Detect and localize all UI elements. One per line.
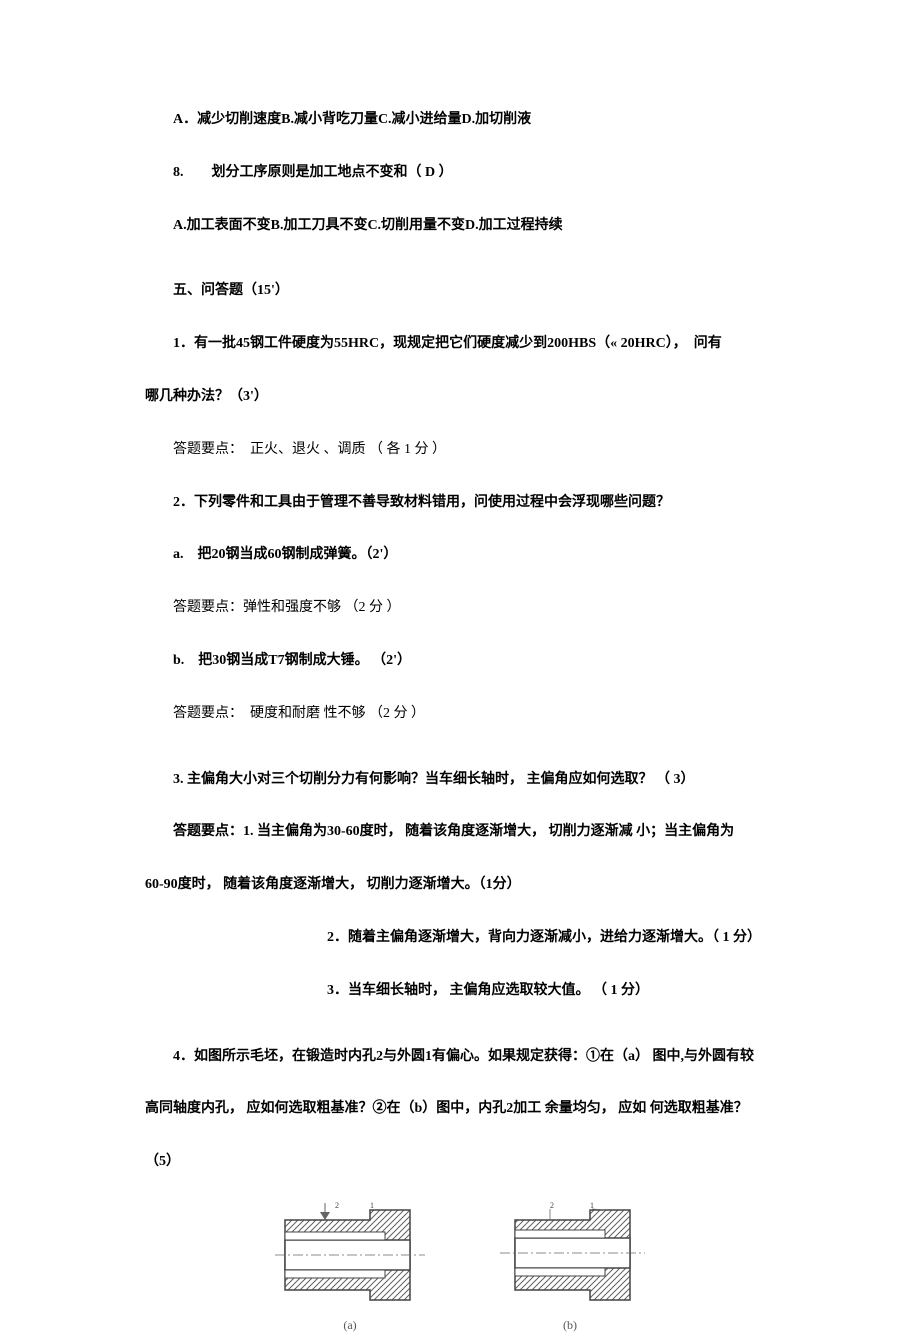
q5-4-line3-text: （5）	[145, 1154, 180, 1169]
q7-options: A．减少切削速度B.减小背吃刀量C.减小进给量D.加切削液	[145, 105, 775, 136]
q5-3-ans-line2-text: 60-90度时， 随着该角度逐渐增大， 切削力逐渐增大。（1分）	[145, 877, 521, 892]
diagram-b-label: (b)	[563, 1316, 577, 1335]
q5-1-line2: 哪几种办法？（3'）	[145, 382, 775, 413]
q5-3-ans-sub2: 2．随着主偏角逐渐增大，背向力逐渐减小，进给力逐渐增大。（ 1 分）	[145, 923, 775, 954]
q8-options-text: A.加工表面不变B.加工刀具不变C.切削用量不变D.加工过程持续	[173, 218, 563, 233]
q5-2a-stem: a. 把20钢当成60钢制成弹簧。（2'）	[145, 540, 775, 571]
q5-3-ans-line2: 60-90度时， 随着该角度逐渐增大， 切削力逐渐增大。（1分）	[145, 870, 775, 901]
q8-stem-text: 8. 划分工序原则是加工地点不变和（ D ）	[173, 165, 453, 180]
q5-3-ans-sub3: 3．当车细长轴时， 主偏角应选取较大值。 （ 1 分）	[145, 976, 775, 1007]
q5-4-line1: 4．如图所示毛坯，在锻造时内孔2与外圆1有偏心。如果规定获得：①在（a） 图中,…	[145, 1042, 775, 1073]
q8-stem: 8. 划分工序原则是加工地点不变和（ D ）	[145, 158, 775, 189]
diagram-a-svg: 1 2	[270, 1200, 430, 1310]
q5-1-line2-text: 哪几种办法？（3'）	[145, 389, 268, 404]
q5-1-line1-text: 1．有一批45钢工件硬度为55HRC，现规定把它们硬度减少到200HBS（« 2…	[173, 336, 722, 351]
diagram-b: 1 2 (b)	[490, 1200, 650, 1335]
section5-title-text: 五、问答题（15'）	[173, 283, 289, 298]
q5-2b-answer: 答题要点： 硬度和耐磨 性不够 （2 分 ）	[145, 699, 775, 730]
q5-4-line2: 高同轴度内孔， 应如何选取粗基准？②在（b）图中，内孔2加工 余量均匀， 应如 …	[145, 1094, 775, 1125]
q5-4-line1-text: 4．如图所示毛坯，在锻造时内孔2与外圆1有偏心。如果规定获得：①在（a） 图中,…	[173, 1049, 754, 1064]
q5-2-stem: 2．下列零件和工具由于管理不善导致材料错用，问使用过程中会浮现哪些问题？	[145, 488, 775, 519]
q5-3-ans-sub3-text: 3．当车细长轴时， 主偏角应选取较大值。 （ 1 分）	[327, 983, 649, 998]
q7-options-text: A．减少切削速度B.减小背吃刀量C.减小进给量D.加切削液	[173, 112, 531, 127]
svg-text:2: 2	[335, 1201, 339, 1210]
svg-text:1: 1	[590, 1201, 594, 1210]
q5-3-ans-line1-text: 答题要点：1. 当主偏角为30-60度时， 随着该角度逐渐增大， 切削力逐渐减 …	[173, 824, 734, 839]
svg-text:2: 2	[550, 1201, 554, 1210]
diagram-a-label: (a)	[343, 1316, 356, 1335]
diagram-b-svg: 1 2	[490, 1200, 650, 1310]
svg-text:1: 1	[370, 1201, 374, 1210]
q5-3-ans-sub2-text: 2．随着主偏角逐渐增大，背向力逐渐减小，进给力逐渐增大。（ 1 分）	[327, 930, 761, 945]
q8-options: A.加工表面不变B.加工刀具不变C.切削用量不变D.加工过程持续	[145, 211, 775, 242]
diagram-a: 1 2 (a)	[270, 1200, 430, 1335]
q5-2b-answer-text: 答题要点： 硬度和耐磨 性不够 （2 分 ）	[173, 706, 425, 721]
q5-4-line3: （5）	[145, 1147, 775, 1178]
q5-1-line1: 1．有一批45钢工件硬度为55HRC，现规定把它们硬度减少到200HBS（« 2…	[145, 329, 775, 360]
q5-3-ans-line1: 答题要点：1. 当主偏角为30-60度时， 随着该角度逐渐增大， 切削力逐渐减 …	[145, 817, 775, 848]
q5-2a-answer: 答题要点：弹性和强度不够 （2 分 ）	[145, 593, 775, 624]
q5-1-answer: 答题要点： 正火、退火 、调质 （ 各 1 分 ）	[145, 435, 775, 466]
q5-2b-stem: b. 把30钢当成T7钢制成大锤。 （2'）	[145, 646, 775, 677]
section5-title: 五、问答题（15'）	[145, 276, 775, 307]
q5-2b-stem-text: b. 把30钢当成T7钢制成大锤。 （2'）	[173, 653, 411, 668]
q5-4-line2-text: 高同轴度内孔， 应如何选取粗基准？②在（b）图中，内孔2加工 余量均匀， 应如 …	[145, 1101, 748, 1116]
q5-1-answer-text: 答题要点： 正火、退火 、调质 （ 各 1 分 ）	[173, 442, 446, 457]
q5-3-stem: 3. 主偏角大小对三个切削分力有何影响？当车细长轴时， 主偏角应如何选取？ （ …	[145, 765, 775, 796]
q5-2a-answer-text: 答题要点：弹性和强度不够 （2 分 ）	[173, 600, 401, 615]
q5-3-stem-text: 3. 主偏角大小对三个切削分力有何影响？当车细长轴时， 主偏角应如何选取？ （ …	[173, 772, 695, 787]
diagram-container: 1 2 (a) 1 2 (b)	[145, 1200, 775, 1335]
q5-2a-stem-text: a. 把20钢当成60钢制成弹簧。（2'）	[173, 547, 397, 562]
q5-2-stem-text: 2．下列零件和工具由于管理不善导致材料错用，问使用过程中会浮现哪些问题？	[173, 495, 670, 510]
